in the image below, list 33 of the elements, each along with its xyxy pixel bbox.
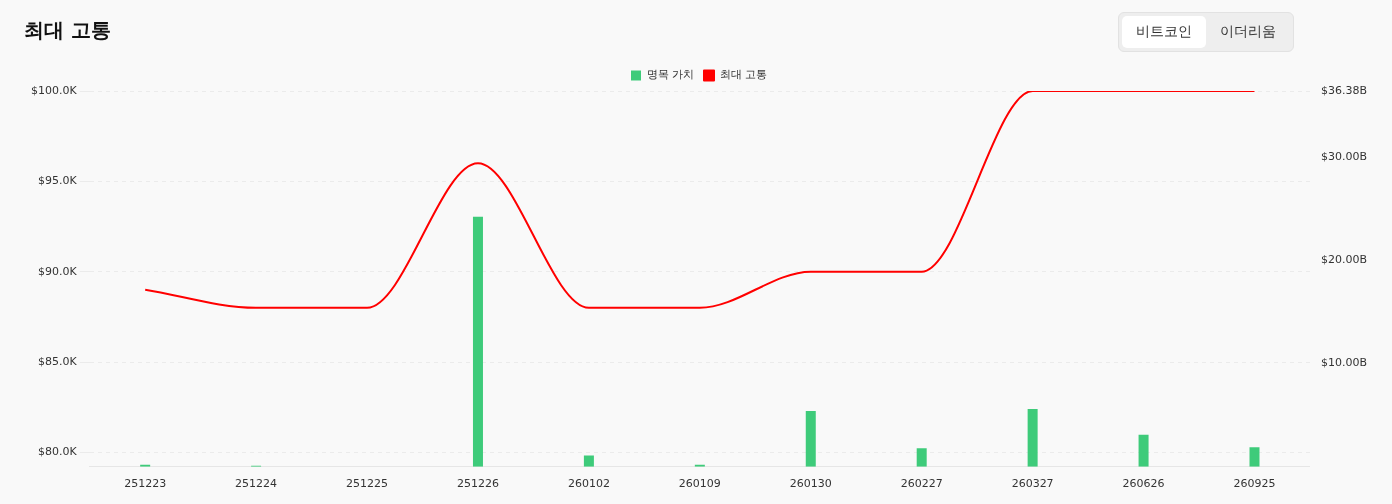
bar: [1027, 408, 1038, 467]
x-tick-label: 251224: [235, 477, 278, 491]
bar: [583, 455, 594, 467]
y2-tick-label: $10.00B: [1320, 356, 1368, 370]
bar: [1249, 447, 1260, 467]
y-tick-label: $85.0K: [37, 354, 78, 368]
x-tick-label: 260327: [1011, 477, 1054, 491]
x-tick-label: 260130: [789, 477, 832, 491]
bar: [916, 448, 927, 467]
y2-tick-label: $30.00B: [1320, 149, 1368, 163]
x-tick-label: 260109: [678, 477, 721, 491]
y-tick-label: $90.0K: [37, 264, 78, 278]
x-tick-label: 260626: [1122, 477, 1165, 491]
x-tick-label: 251225: [346, 477, 389, 491]
y-tick-label: $95.0K: [37, 174, 78, 188]
legend-label: 최대 고통: [719, 68, 767, 82]
text: 이더리움: [1219, 22, 1277, 41]
x-tick-label: 251226: [456, 477, 499, 491]
text: 비트코인: [1122, 16, 1206, 48]
bar: [805, 411, 816, 467]
y2-tick-label: $36.38B: [1320, 83, 1368, 97]
x-tick-label: 260102: [567, 477, 610, 491]
x-tick-label: 251223: [124, 477, 167, 491]
x-tick-label: 260227: [900, 477, 943, 491]
y2-tick-label: $20.00B: [1320, 253, 1368, 267]
legend-label: 명목 가치: [646, 68, 694, 82]
x-tick-label: 260925: [1233, 477, 1276, 491]
bar: [472, 216, 483, 467]
bar: [1138, 434, 1149, 467]
chart-title: 최대 고통: [24, 17, 111, 44]
y-tick-label: $80.0K: [37, 445, 78, 459]
y-tick-label: $100.0K: [31, 83, 78, 97]
line-series: [144, 91, 1256, 309]
